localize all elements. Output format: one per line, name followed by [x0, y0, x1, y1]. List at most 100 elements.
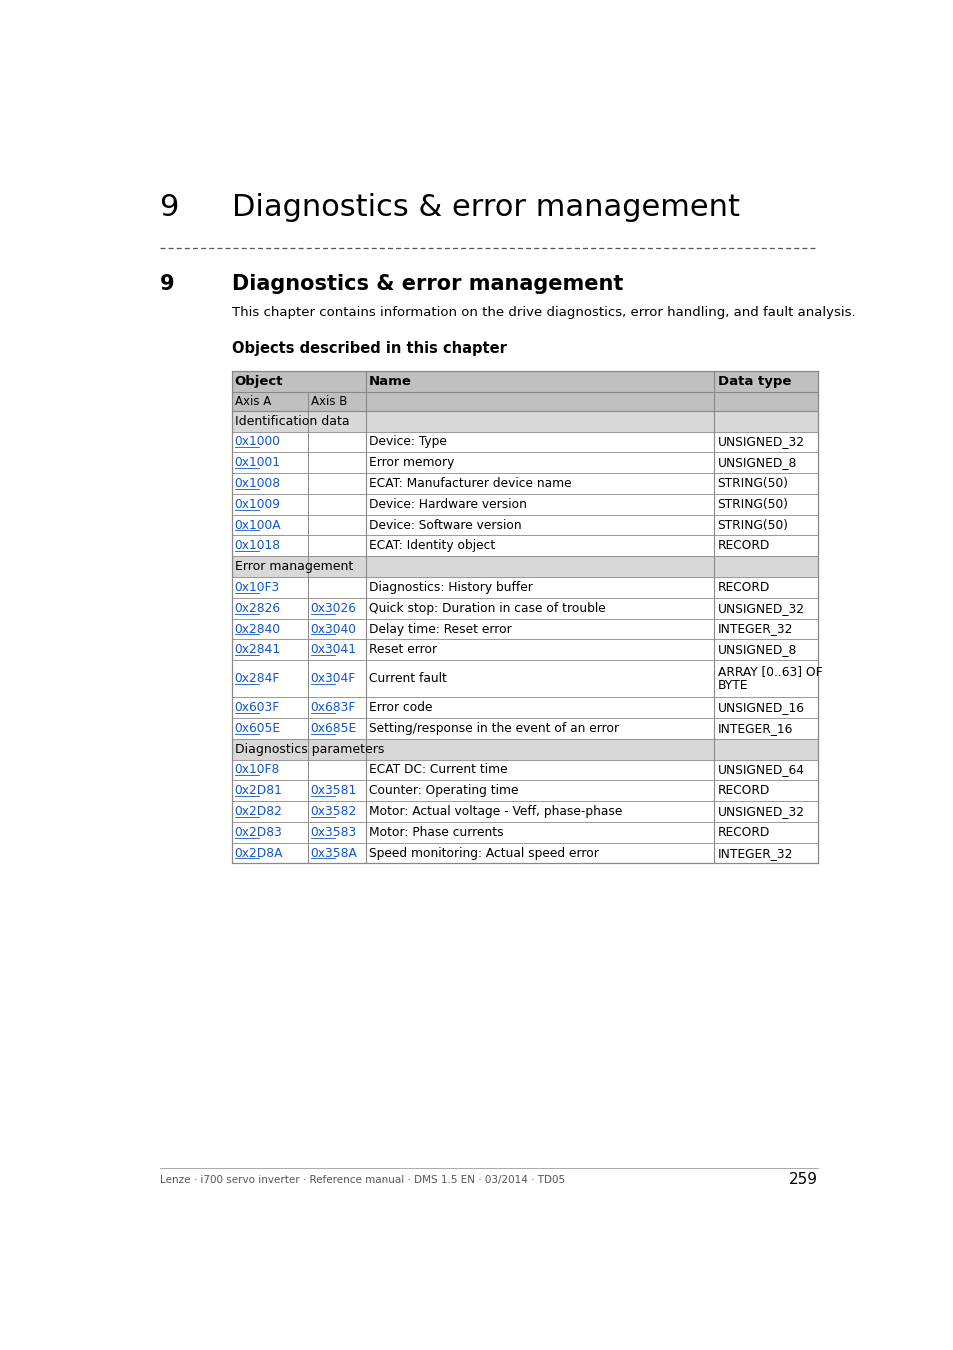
Text: 0x685E: 0x685E: [311, 722, 356, 734]
Text: 0x683F: 0x683F: [311, 701, 355, 714]
Text: UNSIGNED_8: UNSIGNED_8: [717, 456, 796, 470]
Text: STRING(50): STRING(50): [717, 518, 788, 532]
Text: Reset error: Reset error: [369, 644, 436, 656]
Text: 259: 259: [788, 1172, 818, 1188]
Text: Diagnostics parameters: Diagnostics parameters: [234, 743, 384, 756]
Text: 0x3040: 0x3040: [311, 622, 356, 636]
Text: 0x3581: 0x3581: [311, 784, 356, 798]
Text: 0x603F: 0x603F: [234, 701, 279, 714]
Text: Lenze · i700 servo inverter · Reference manual · DMS 1.5 EN · 03/2014 · TD05: Lenze · i700 servo inverter · Reference …: [159, 1174, 564, 1185]
Bar: [232, 432, 818, 452]
Text: Objects described in this chapter: Objects described in this chapter: [232, 340, 506, 355]
Text: Data type: Data type: [717, 375, 790, 389]
Bar: [232, 472, 818, 494]
Text: STRING(50): STRING(50): [717, 477, 788, 490]
Bar: [232, 576, 818, 598]
Text: Axis B: Axis B: [311, 396, 347, 408]
Text: Device: Type: Device: Type: [369, 436, 446, 448]
Text: Diagnostics: History buffer: Diagnostics: History buffer: [369, 580, 532, 594]
Text: Diagnostics & error management: Diagnostics & error management: [232, 193, 739, 221]
Bar: [232, 760, 818, 780]
Text: This chapter contains information on the drive diagnostics, error handling, and : This chapter contains information on the…: [232, 306, 854, 319]
Text: UNSIGNED_32: UNSIGNED_32: [717, 436, 803, 448]
Bar: [232, 494, 818, 514]
Bar: [232, 780, 818, 801]
Text: Speed monitoring: Actual speed error: Speed monitoring: Actual speed error: [369, 846, 598, 860]
Text: 0x100A: 0x100A: [234, 518, 281, 532]
Text: Setting/response in the event of an error: Setting/response in the event of an erro…: [369, 722, 618, 734]
Text: RECORD: RECORD: [717, 784, 769, 798]
Text: 9: 9: [159, 193, 179, 221]
Text: Device: Software version: Device: Software version: [369, 518, 521, 532]
Text: STRING(50): STRING(50): [717, 498, 788, 510]
Text: 0x2D81: 0x2D81: [234, 784, 282, 798]
Text: Error memory: Error memory: [369, 456, 454, 470]
Text: UNSIGNED_32: UNSIGNED_32: [717, 805, 803, 818]
Bar: [232, 410, 818, 432]
Text: 0x1000: 0x1000: [234, 436, 280, 448]
Text: ARRAY [0..63] OF: ARRAY [0..63] OF: [717, 666, 821, 678]
Text: Motor: Phase currents: Motor: Phase currents: [369, 826, 503, 838]
Text: RECORD: RECORD: [717, 580, 769, 594]
Text: 0x1018: 0x1018: [234, 540, 280, 552]
Text: 0x2D8A: 0x2D8A: [234, 846, 283, 860]
Bar: [232, 514, 818, 536]
Text: RECORD: RECORD: [717, 826, 769, 838]
Text: ECAT: Identity object: ECAT: Identity object: [369, 540, 495, 552]
Text: 0x3041: 0x3041: [311, 644, 356, 656]
Text: UNSIGNED_8: UNSIGNED_8: [717, 644, 796, 656]
Text: 0x10F3: 0x10F3: [234, 580, 279, 594]
Bar: [232, 801, 818, 822]
Text: 9: 9: [159, 274, 174, 294]
Text: UNSIGNED_16: UNSIGNED_16: [717, 701, 803, 714]
Text: 0x3583: 0x3583: [311, 826, 356, 838]
Text: 0x1009: 0x1009: [234, 498, 280, 510]
Text: Object: Object: [234, 375, 283, 389]
Text: 0x1008: 0x1008: [234, 477, 280, 490]
Text: 0x304F: 0x304F: [311, 672, 355, 686]
Bar: [232, 536, 818, 556]
Text: ECAT DC: Current time: ECAT DC: Current time: [369, 763, 507, 776]
Text: Delay time: Reset error: Delay time: Reset error: [369, 622, 511, 636]
Text: 0x2841: 0x2841: [234, 644, 280, 656]
Text: Device: Hardware version: Device: Hardware version: [369, 498, 526, 510]
Bar: [232, 842, 818, 864]
Bar: [232, 598, 818, 618]
Bar: [232, 452, 818, 472]
Bar: [232, 718, 818, 738]
Bar: [232, 697, 818, 718]
Text: 0x1001: 0x1001: [234, 456, 280, 470]
Text: ECAT: Manufacturer device name: ECAT: Manufacturer device name: [369, 477, 571, 490]
Bar: [232, 738, 818, 760]
Text: UNSIGNED_32: UNSIGNED_32: [717, 602, 803, 614]
Text: 0x605E: 0x605E: [234, 722, 280, 734]
Text: INTEGER_32: INTEGER_32: [717, 846, 792, 860]
Text: 0x358A: 0x358A: [311, 846, 357, 860]
Text: Axis A: Axis A: [234, 396, 271, 408]
Bar: [232, 660, 818, 697]
Text: 0x3026: 0x3026: [311, 602, 356, 614]
Bar: [232, 640, 818, 660]
Bar: [232, 371, 818, 393]
Text: Counter: Operating time: Counter: Operating time: [369, 784, 517, 798]
Text: UNSIGNED_64: UNSIGNED_64: [717, 763, 803, 776]
Text: Diagnostics & error management: Diagnostics & error management: [232, 274, 622, 294]
Text: 0x2D83: 0x2D83: [234, 826, 282, 838]
Text: 0x10F8: 0x10F8: [234, 763, 280, 776]
Text: 0x3582: 0x3582: [311, 805, 356, 818]
Text: RECORD: RECORD: [717, 540, 769, 552]
Text: Current fault: Current fault: [369, 672, 446, 686]
Text: Error management: Error management: [234, 560, 353, 574]
Bar: [232, 393, 818, 410]
Text: BYTE: BYTE: [717, 679, 747, 693]
Bar: [232, 618, 818, 640]
Bar: [232, 822, 818, 842]
Text: Identification data: Identification data: [234, 414, 349, 428]
Text: 0x2840: 0x2840: [234, 622, 280, 636]
Text: INTEGER_16: INTEGER_16: [717, 722, 792, 734]
Text: Error code: Error code: [369, 701, 432, 714]
Text: Motor: Actual voltage - Veff, phase-phase: Motor: Actual voltage - Veff, phase-phas…: [369, 805, 621, 818]
Text: Quick stop: Duration in case of trouble: Quick stop: Duration in case of trouble: [369, 602, 605, 614]
Text: Name: Name: [369, 375, 412, 389]
Text: 0x2D82: 0x2D82: [234, 805, 282, 818]
